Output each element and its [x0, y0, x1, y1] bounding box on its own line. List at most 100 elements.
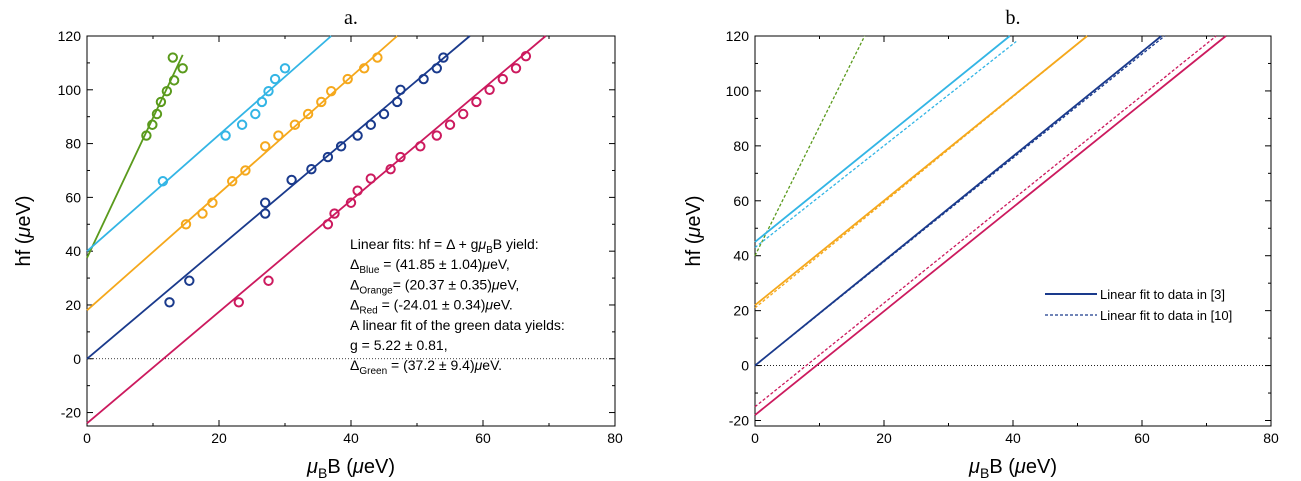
data-point [431, 63, 442, 74]
data-point [161, 85, 173, 97]
x-tick-label: 80 [1263, 430, 1279, 446]
data-point [263, 85, 274, 97]
y-tick-label: 20 [733, 303, 749, 319]
data-point [177, 63, 188, 74]
data-point [289, 119, 301, 130]
data-point [269, 73, 281, 85]
y-tick-label: 20 [65, 297, 81, 313]
data-point [155, 96, 167, 108]
fit-line [86, 35, 332, 252]
data-point [444, 119, 456, 130]
x-axis-label: μBB (μeV) [306, 456, 395, 481]
legend: Linear fit to data in [3] Linear fit to d… [1045, 287, 1232, 323]
data-point [395, 84, 406, 95]
data-point [484, 84, 495, 95]
x-axis-label: μBB (μeV) [968, 456, 1057, 481]
data-point [352, 130, 363, 141]
data-point [510, 63, 522, 74]
y-tick-label: 0 [73, 351, 81, 367]
annotation-line: g = 5.22 ± 0.81, [350, 337, 448, 353]
data-point [227, 176, 238, 187]
data-point [392, 96, 403, 108]
data-point [260, 141, 271, 152]
x-tick-label: 40 [343, 430, 359, 446]
data-point [168, 75, 180, 86]
legend-label: Linear fit to data in [10] [1100, 308, 1232, 323]
data-point [326, 85, 337, 97]
solid-fit-line [754, 35, 1011, 243]
dotted-fit-line [754, 35, 1165, 367]
data-point [335, 141, 347, 152]
data-point [279, 63, 291, 74]
data-point [157, 176, 169, 187]
x-tick-label: 20 [211, 430, 227, 446]
x-tick-label: 20 [876, 430, 892, 446]
plot-frame [754, 35, 1272, 427]
data-point [471, 96, 482, 108]
data-point [256, 96, 268, 108]
x-tick-label: 60 [1134, 430, 1150, 446]
y-tick-label: -20 [729, 413, 749, 429]
data-point [395, 151, 406, 163]
series-3 [86, 35, 471, 360]
x-tick-label: 80 [607, 430, 623, 446]
panel-title: a. [344, 7, 358, 29]
annotation-line: ΔOrange= (20.37 ± 0.35)μeV, [350, 276, 519, 296]
series-4 [86, 35, 547, 424]
annotation-line: ΔBlue = (41.85 ± 1.04)μeV, [350, 256, 510, 276]
x-tick-label: 0 [83, 430, 91, 446]
data-point [352, 185, 363, 196]
y-tick-label: 40 [65, 243, 81, 259]
data-point [378, 108, 390, 120]
y-tick-label: 80 [733, 138, 749, 154]
y-axis-label: hf (μeV) [683, 196, 705, 267]
dotted-fit-line [754, 35, 1217, 408]
data-point [240, 165, 251, 176]
y-tick-label: 100 [58, 82, 82, 98]
y-tick-label: -20 [61, 405, 81, 421]
x-tick-label: 0 [751, 430, 759, 446]
data-point [220, 130, 231, 141]
data-point [151, 108, 163, 120]
data-point [184, 275, 195, 286]
dotted-fit-line [754, 35, 1088, 309]
annotation-line: Linear fits: hf = Δ + gμBB yield: [350, 236, 539, 256]
data-point [263, 275, 274, 286]
solid-fit-line [754, 35, 1088, 306]
data-point [418, 73, 429, 85]
data-point [180, 219, 192, 230]
data-point [302, 108, 314, 120]
dotted-fit-line [754, 35, 866, 257]
data-point [520, 50, 532, 62]
dotted-fit-line [754, 40, 1017, 248]
series-2 [86, 35, 398, 312]
data-point [458, 108, 469, 120]
panel-title: b. [1006, 7, 1021, 29]
y-tick-label: 120 [726, 28, 750, 44]
data-point [236, 119, 248, 130]
legend-label: Linear fit to data in [3] [1100, 287, 1225, 302]
data-point [431, 130, 442, 141]
data-point [322, 151, 334, 163]
data-point [197, 208, 208, 219]
annotation-line: ΔGreen = (37.2 ± 9.4)μeV. [350, 357, 502, 377]
solid-fit-line [754, 35, 1227, 416]
data-point [306, 163, 317, 175]
y-tick-label: 60 [65, 189, 81, 205]
data-point [365, 173, 376, 184]
series-0 [86, 52, 188, 259]
y-tick-label: 100 [726, 83, 750, 99]
data-point [415, 141, 426, 152]
fit-line [86, 35, 471, 360]
fit-annotation: Linear fits: hf = Δ + gμBB yield:ΔBlue =… [350, 236, 565, 377]
data-point [260, 197, 271, 208]
y-tick-label: 40 [733, 248, 749, 264]
data-point [438, 52, 449, 63]
y-tick-label: 60 [733, 193, 749, 209]
data-point [141, 130, 152, 141]
data-point [342, 73, 353, 85]
data-point [167, 52, 179, 63]
data-point [497, 73, 508, 85]
